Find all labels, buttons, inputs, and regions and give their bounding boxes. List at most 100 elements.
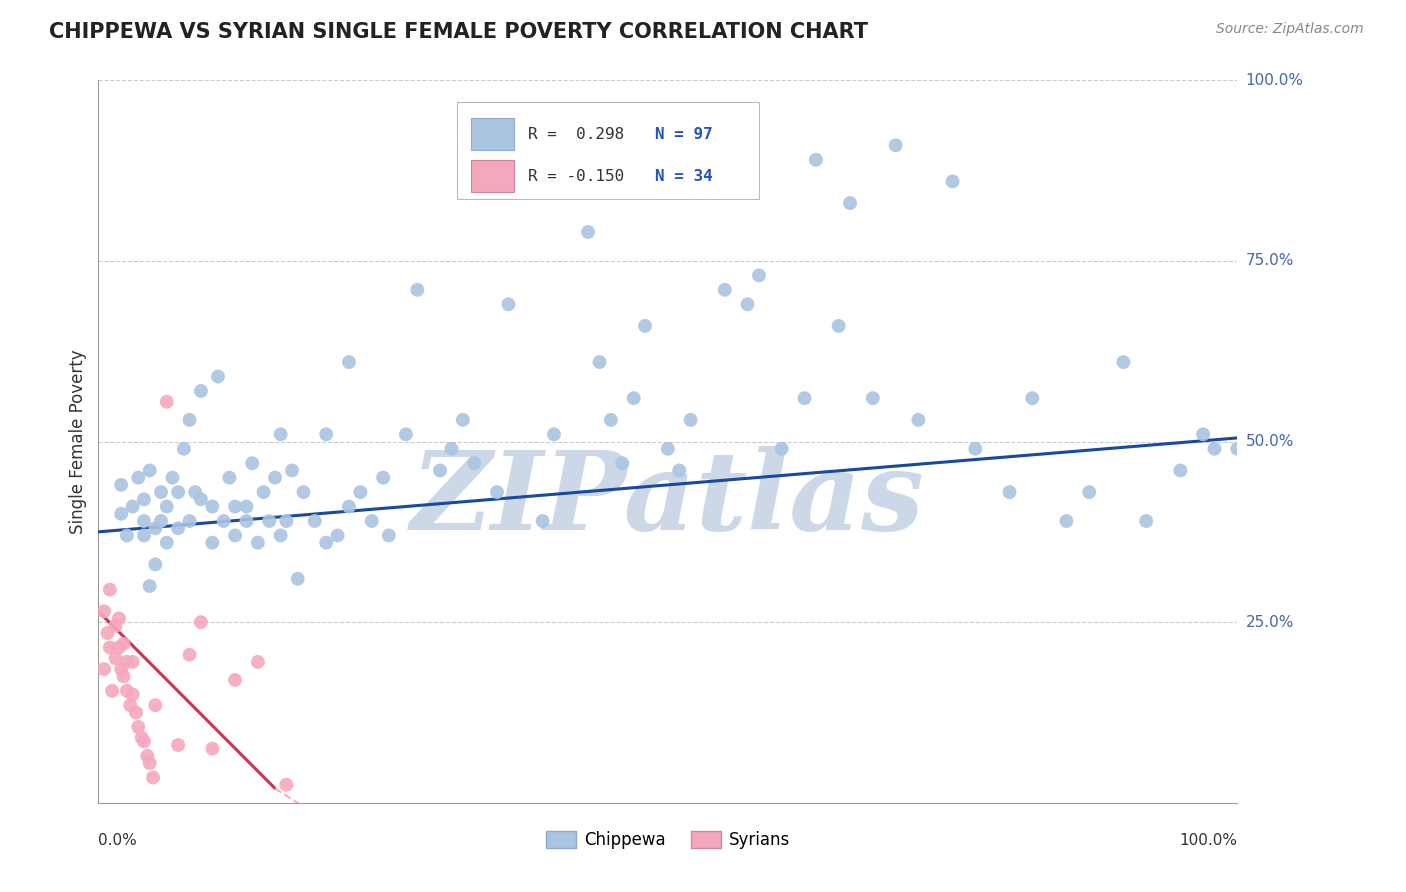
Point <box>167 521 190 535</box>
Point <box>132 528 155 542</box>
Point <box>326 528 349 542</box>
Point <box>132 734 155 748</box>
Point <box>98 582 121 597</box>
Point <box>281 463 304 477</box>
Point <box>201 535 224 549</box>
Point <box>748 268 770 283</box>
Legend: Chippewa, Syrians: Chippewa, Syrians <box>538 824 797 856</box>
Point <box>142 771 165 785</box>
Text: CHIPPEWA VS SYRIAN SINGLE FEMALE POVERTY CORRELATION CHART: CHIPPEWA VS SYRIAN SINGLE FEMALE POVERTY… <box>49 22 869 42</box>
Point <box>104 651 127 665</box>
Text: Source: ZipAtlas.com: Source: ZipAtlas.com <box>1216 22 1364 37</box>
Point <box>588 355 610 369</box>
Bar <box>471 118 515 151</box>
Point <box>264 470 287 484</box>
Point <box>115 655 138 669</box>
Point <box>167 485 190 500</box>
Point <box>96 626 118 640</box>
Point <box>190 384 212 398</box>
Point <box>218 470 240 484</box>
Point <box>276 778 298 792</box>
Y-axis label: Single Female Poverty: Single Female Poverty <box>69 350 87 533</box>
Point <box>543 427 565 442</box>
Point <box>156 394 179 409</box>
Point <box>828 318 851 333</box>
Point <box>201 500 224 514</box>
Point <box>112 637 135 651</box>
Point <box>98 640 121 655</box>
Point <box>127 470 149 484</box>
Text: 25.0%: 25.0% <box>1246 615 1294 630</box>
Point <box>127 720 149 734</box>
Point <box>131 731 153 745</box>
Text: ZIPatlas: ZIPatlas <box>411 446 925 553</box>
Point <box>252 485 274 500</box>
Point <box>668 463 690 477</box>
Point <box>804 153 827 167</box>
Text: R = -0.150: R = -0.150 <box>527 169 624 184</box>
Point <box>371 470 394 484</box>
Point <box>145 698 167 713</box>
Point <box>292 485 315 500</box>
Text: N = 97: N = 97 <box>655 127 713 142</box>
Point <box>108 611 131 625</box>
Point <box>190 615 212 630</box>
Point <box>156 500 179 514</box>
Point <box>315 427 337 442</box>
Point <box>406 283 429 297</box>
Point <box>240 456 263 470</box>
Point <box>259 514 281 528</box>
Point <box>486 485 509 500</box>
Point <box>138 463 160 477</box>
Point <box>1021 391 1043 405</box>
Point <box>1226 442 1249 456</box>
Point <box>862 391 884 405</box>
Point <box>120 698 142 713</box>
Point <box>612 456 634 470</box>
Point <box>112 669 135 683</box>
Point <box>138 579 160 593</box>
Text: 100.0%: 100.0% <box>1180 833 1237 848</box>
Point <box>121 655 143 669</box>
Point <box>337 355 360 369</box>
Point <box>93 604 115 618</box>
Point <box>115 683 138 698</box>
Point <box>1192 427 1215 442</box>
Text: 100.0%: 100.0% <box>1246 73 1303 87</box>
Point <box>304 514 326 528</box>
Point <box>235 514 257 528</box>
Point <box>224 528 246 542</box>
Point <box>132 514 155 528</box>
Point <box>125 706 148 720</box>
Point <box>1204 442 1226 456</box>
Point <box>190 492 212 507</box>
Point <box>679 413 702 427</box>
Point <box>224 673 246 687</box>
Point <box>737 297 759 311</box>
Text: 50.0%: 50.0% <box>1246 434 1294 449</box>
Point <box>110 507 132 521</box>
Point <box>162 470 184 484</box>
Point <box>108 640 131 655</box>
Point <box>246 535 269 549</box>
Point <box>276 514 298 528</box>
Point <box>839 196 862 211</box>
Point <box>451 413 474 427</box>
Point <box>634 318 657 333</box>
Point <box>101 683 124 698</box>
Point <box>884 138 907 153</box>
Point <box>1135 514 1157 528</box>
Text: 75.0%: 75.0% <box>1246 253 1294 268</box>
Point <box>440 442 463 456</box>
Point <box>965 442 987 456</box>
Point <box>907 413 929 427</box>
Point <box>1112 355 1135 369</box>
Point <box>110 478 132 492</box>
Point <box>150 514 173 528</box>
Point <box>429 463 451 477</box>
Point <box>212 514 235 528</box>
Point <box>246 655 269 669</box>
Point <box>121 500 143 514</box>
Point <box>207 369 229 384</box>
Point <box>793 391 815 405</box>
